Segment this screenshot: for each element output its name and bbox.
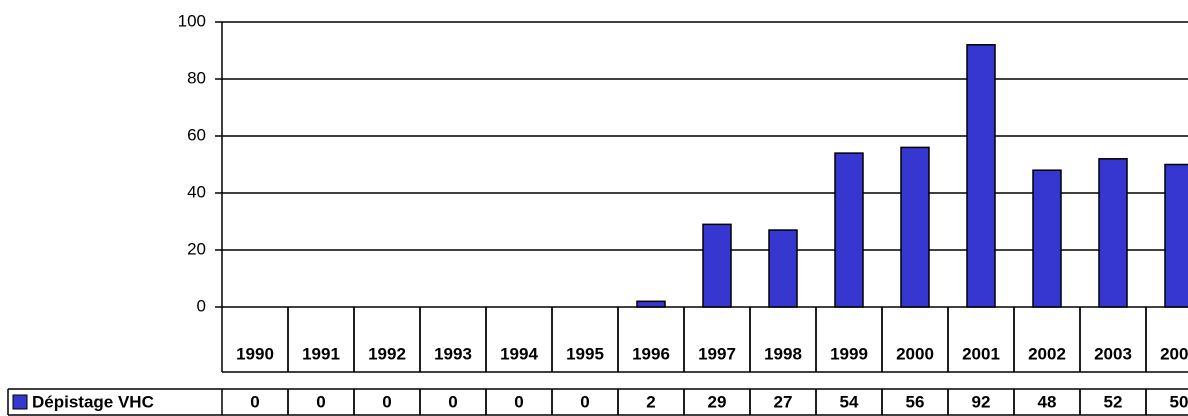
y-tick-label: 100 bbox=[178, 11, 206, 30]
table-value: 2 bbox=[646, 392, 655, 411]
y-tick-label: 60 bbox=[187, 125, 206, 144]
x-tick-label: 1994 bbox=[500, 344, 538, 363]
table-value: 0 bbox=[514, 392, 523, 411]
table-value: 48 bbox=[1038, 392, 1057, 411]
y-tick-label: 20 bbox=[187, 239, 206, 258]
table-value: 0 bbox=[580, 392, 589, 411]
x-tick-label: 2000 bbox=[896, 344, 934, 363]
table-value: 0 bbox=[250, 392, 259, 411]
x-tick-label: 1997 bbox=[698, 344, 736, 363]
table-value: 0 bbox=[382, 392, 391, 411]
bar bbox=[768, 229, 798, 308]
bar bbox=[1032, 169, 1062, 308]
x-tick-label: 2001 bbox=[962, 344, 1000, 363]
bar bbox=[702, 223, 732, 308]
bar bbox=[1164, 163, 1188, 308]
x-tick-label: 1998 bbox=[764, 344, 802, 363]
x-tick-label: 1993 bbox=[434, 344, 472, 363]
x-tick-label: 2002 bbox=[1028, 344, 1066, 363]
legend-label: Dépistage VHC bbox=[32, 392, 154, 411]
bar bbox=[636, 300, 666, 308]
table-value: 56 bbox=[906, 392, 925, 411]
table-value: 0 bbox=[316, 392, 325, 411]
x-tick-label: 1996 bbox=[632, 344, 670, 363]
x-tick-label: 1991 bbox=[302, 344, 340, 363]
table-value: 29 bbox=[708, 392, 727, 411]
x-tick-label: 2003 bbox=[1094, 344, 1132, 363]
x-tick-label: 1995 bbox=[566, 344, 604, 363]
table-value: 52 bbox=[1104, 392, 1123, 411]
x-tick-label: 1990 bbox=[236, 344, 274, 363]
x-tick-label: 2004 bbox=[1160, 344, 1188, 363]
table-value: 50 bbox=[1170, 392, 1188, 411]
table-value: 0 bbox=[448, 392, 457, 411]
bar bbox=[900, 146, 930, 308]
x-tick-label: 1992 bbox=[368, 344, 406, 363]
bar bbox=[1098, 158, 1128, 308]
table-value: 54 bbox=[840, 392, 859, 411]
x-tick-label: 1999 bbox=[830, 344, 868, 363]
table-value: 27 bbox=[774, 392, 793, 411]
y-tick-label: 0 bbox=[197, 296, 206, 315]
y-tick-label: 80 bbox=[187, 68, 206, 87]
legend-swatch bbox=[12, 394, 28, 410]
bar bbox=[834, 152, 864, 308]
table-value: 92 bbox=[972, 392, 991, 411]
bar bbox=[966, 44, 996, 308]
y-tick-label: 40 bbox=[187, 182, 206, 201]
